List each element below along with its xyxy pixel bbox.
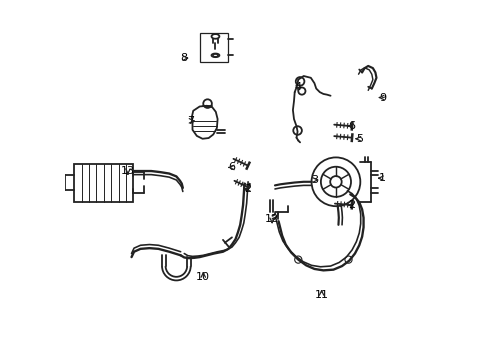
Text: 10: 10 [196,272,210,282]
Text: 12: 12 [264,215,279,224]
Text: 7: 7 [187,116,194,126]
Text: 4: 4 [294,82,301,92]
Text: 2: 2 [244,184,251,194]
Text: 5: 5 [355,134,362,144]
Text: 6: 6 [228,162,235,172]
Text: 6: 6 [348,121,355,131]
Text: 13: 13 [121,166,135,176]
Bar [199,33,228,62]
Text: 11: 11 [314,290,328,300]
Text: 9: 9 [378,93,386,103]
Bar [74,164,133,202]
Text: 1: 1 [378,173,385,183]
Text: 8: 8 [180,53,187,63]
Text: 2: 2 [348,200,355,210]
Text: 3: 3 [310,175,317,185]
